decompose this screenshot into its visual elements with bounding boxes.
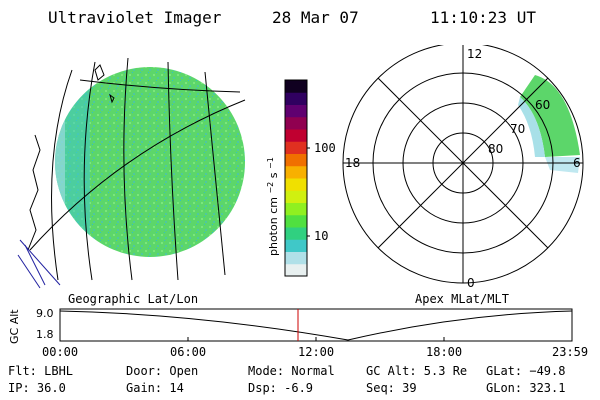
door-readout: Door: Open <box>126 364 199 378</box>
mlt-label-6: 6 <box>573 156 581 170</box>
sequence-readout: Seq: 39 <box>366 381 417 395</box>
colorbar-stripe <box>285 116 307 130</box>
colorbar-unit-label: photon cm <box>267 197 280 256</box>
filter-readout: Flt: LBHL <box>8 364 74 378</box>
altitude-timeline-plot: GC Alt 9.0 1.8 <box>8 307 573 344</box>
altitude-curve <box>59 310 573 341</box>
altitude-axis-label: GC Alt <box>8 309 21 344</box>
apex-panel-label: Apex MLat/MLT <box>415 292 509 306</box>
observation-date: 28 Mar 07 <box>272 8 359 27</box>
geo-latitude-readout: GLat: −49.8 <box>486 364 566 378</box>
colorbar-tick-100: 100 <box>314 141 336 155</box>
colorbar-stripe <box>285 92 307 105</box>
auroral-disk <box>55 67 245 257</box>
geo-longitude-readout: GLon: 323.1 <box>486 381 566 395</box>
colorbar-stripe <box>285 178 307 191</box>
observation-time: 11:10:23 UT <box>430 8 536 27</box>
colorbar-stripe <box>285 80 307 93</box>
colorbar-stripe <box>285 227 307 240</box>
gain-readout: Gain: 14 <box>126 381 184 395</box>
mlt-label-12: 12 <box>467 47 482 61</box>
mlt-label-0: 0 <box>467 276 475 290</box>
gc-altitude-readout: GC Alt: 5.3 Re <box>366 364 468 378</box>
time-tick-2359: 23:59 <box>552 345 589 359</box>
colorbar-stripe <box>285 190 307 203</box>
time-tick-1200: 12:00 <box>298 345 335 359</box>
mlt-label-18: 18 <box>345 156 360 170</box>
mlat-label-80: 80 <box>488 142 503 156</box>
colorbar-stripe <box>285 141 307 154</box>
time-tick-0000: 00:00 <box>42 345 79 359</box>
altitude-tick-high: 9.0 <box>36 307 54 320</box>
colorbar-stripe <box>285 202 307 216</box>
mlat-label-70: 70 <box>510 122 525 136</box>
mlat-label-60: 60 <box>535 98 550 112</box>
dsp-readout: Dsp: -6.9 <box>248 381 314 395</box>
time-tick-0600: 06:00 <box>170 345 207 359</box>
instrument-title: Ultraviolet Imager <box>48 8 222 27</box>
svg-text:photon cm −2 s −1: photon cm −2 s −1 <box>263 157 280 256</box>
colorbar-stripe <box>285 129 307 142</box>
time-tick-1800: 18:00 <box>426 345 463 359</box>
geographic-panel-label: Geographic Lat/Lon <box>68 292 199 306</box>
colorbar: photon cm −2 s −1 <box>263 79 310 277</box>
colorbar-stripe <box>285 153 307 167</box>
polar-mlt-panel: 12 18 6 0 60 70 80 <box>342 45 584 290</box>
colorbar-tick-10: 10 <box>314 229 329 243</box>
colorbar-stripe <box>285 104 307 118</box>
altitude-tick-low: 1.8 <box>36 328 54 341</box>
colorbar-stripe <box>285 263 307 277</box>
ip-readout: IP: 36.0 <box>8 381 66 395</box>
colorbar-stripe <box>285 214 307 228</box>
colorbar-stripe <box>285 251 307 265</box>
colorbar-stripe <box>285 165 307 179</box>
geographic-map-panel <box>17 57 246 289</box>
mode-readout: Mode: Normal <box>248 364 335 378</box>
colorbar-stripe <box>285 239 307 252</box>
